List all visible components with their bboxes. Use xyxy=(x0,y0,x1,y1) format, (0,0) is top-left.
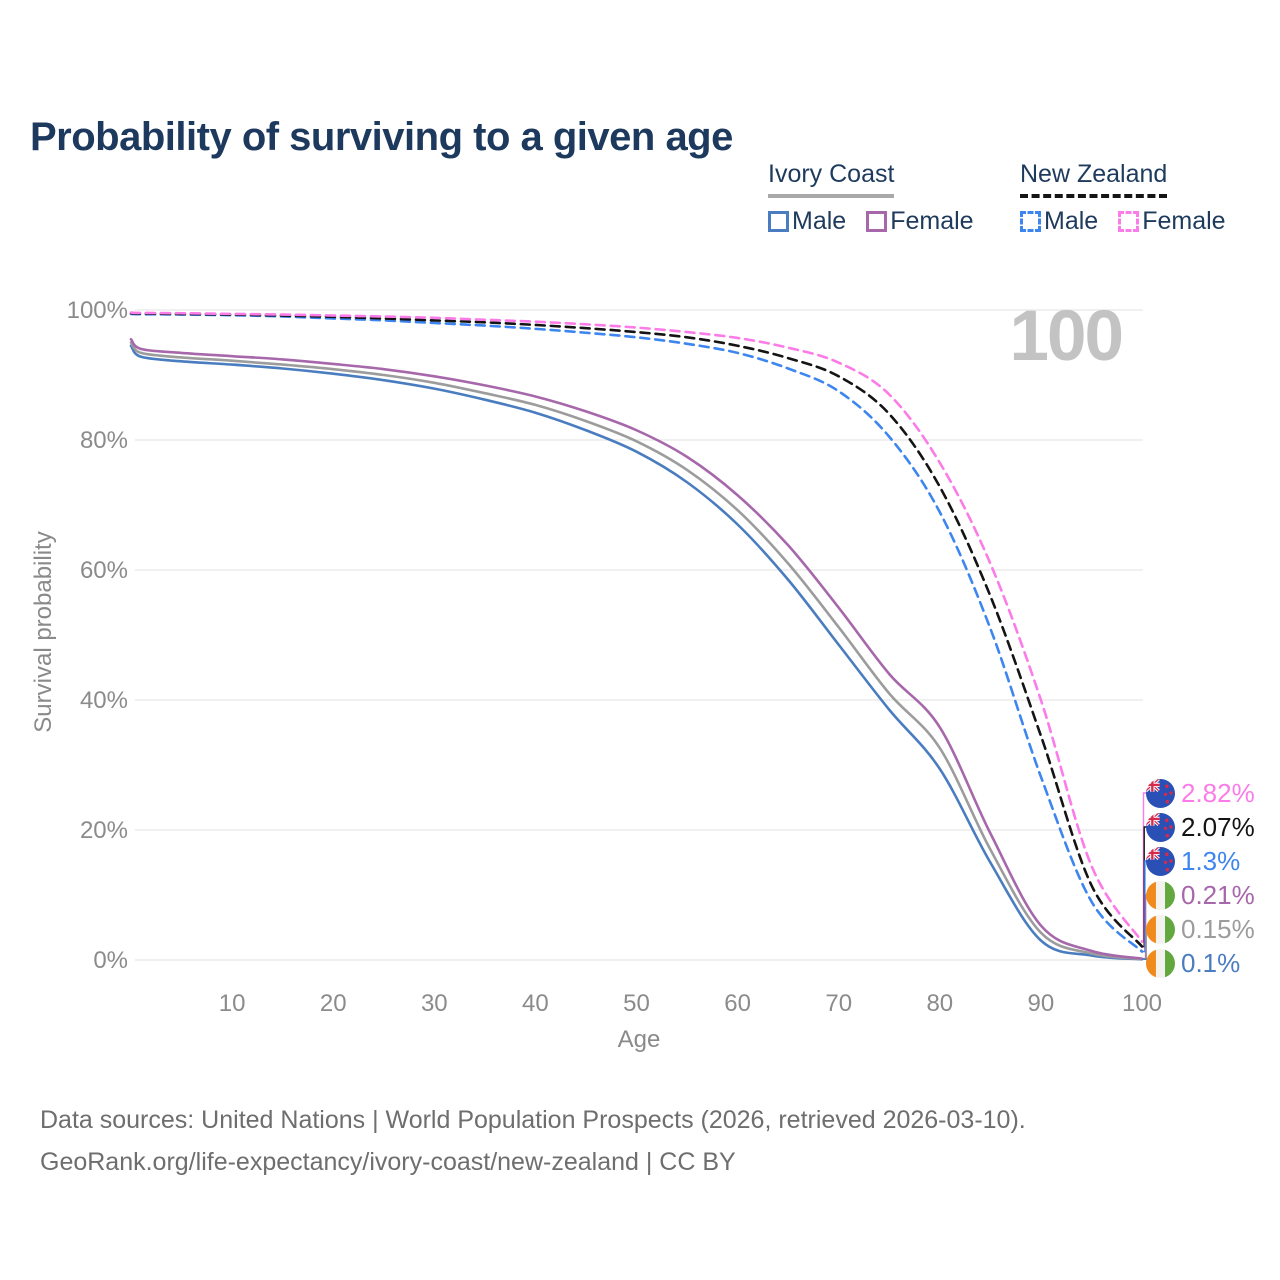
legend-items-new-zealand: Male Female xyxy=(1020,207,1246,236)
footer-attribution: GeoRank.org/life-expectancy/ivory-coast/… xyxy=(40,1148,736,1176)
legend-item-new-zealand-male: Male xyxy=(1020,207,1098,236)
curve-ivory-coast-both-sexes xyxy=(129,341,1144,961)
ivory-coast-flag-icon xyxy=(1146,914,1175,944)
x-tick-label: 40 xyxy=(522,990,549,1017)
footer-data-sources: Data sources: United Nations | World Pop… xyxy=(40,1106,1026,1134)
x-tick-label: 30 xyxy=(421,990,448,1017)
dashed-pink-swatch-icon xyxy=(1118,211,1140,232)
legend-label: Female xyxy=(890,207,974,235)
legend-item-ivory-coast-female: Female xyxy=(866,207,974,236)
x-tick-label: 100 xyxy=(1122,990,1162,1017)
end-label-value: 2.07% xyxy=(1181,811,1255,842)
x-tick-label: 90 xyxy=(1028,990,1055,1017)
end-label-row: 2.82% xyxy=(1146,776,1255,810)
x-tick-label: 80 xyxy=(926,990,953,1017)
legend-item-new-zealand-female: Female xyxy=(1118,207,1226,236)
end-label-row: 0.15% xyxy=(1146,912,1255,946)
legend-title-ivory-coast: Ivory Coast xyxy=(768,160,895,198)
y-tick-label: 0% xyxy=(93,947,128,974)
new-zealand-flag-icon xyxy=(1146,778,1175,808)
legend-item-ivory-coast-male: Male xyxy=(768,207,846,236)
page-title: Probability of surviving to a given age xyxy=(30,114,733,159)
legend-items-ivory-coast: Male Female xyxy=(768,207,994,236)
age-counter-watermark: 100 xyxy=(1009,297,1124,376)
end-label-value: 0.1% xyxy=(1181,947,1241,978)
curve-new-zealand-female xyxy=(129,311,1144,943)
x-tick-label: 60 xyxy=(724,990,751,1017)
ivory-coast-flag-icon xyxy=(1146,948,1175,978)
end-label-value: 2.82% xyxy=(1181,777,1255,808)
legend-label: Female xyxy=(1142,207,1226,235)
x-tick-label: 70 xyxy=(825,990,852,1017)
end-label-value: 1.3% xyxy=(1181,845,1241,876)
curve-ivory-coast-male xyxy=(129,344,1144,961)
new-zealand-flag-icon xyxy=(1146,846,1175,876)
y-tick-label: 80% xyxy=(80,427,128,454)
end-label-row: 0.21% xyxy=(1146,878,1255,912)
x-tick-label: 20 xyxy=(320,990,347,1017)
dashed-blue-swatch-icon xyxy=(1020,211,1041,232)
end-label-row: 2.07% xyxy=(1146,810,1255,844)
y-tick-label: 20% xyxy=(80,817,128,844)
end-label-row: 1.3% xyxy=(1146,844,1240,878)
legend-group-new-zealand: New Zealand Male Female xyxy=(1020,160,1246,236)
solid-blue-swatch-icon xyxy=(768,211,789,232)
curve-new-zealand-male xyxy=(129,312,1144,953)
x-tick-label: 10 xyxy=(219,990,246,1017)
legend-group-ivory-coast: Ivory Coast Male Female xyxy=(768,160,994,236)
x-tick-label: 50 xyxy=(623,990,650,1017)
x-axis-title: Age xyxy=(617,1026,661,1053)
ivory-coast-flag-icon xyxy=(1146,880,1175,910)
legend-label: Male xyxy=(792,207,847,235)
end-label-value: 0.21% xyxy=(1181,879,1255,910)
solid-purple-swatch-icon xyxy=(866,211,888,232)
legend-label: Male xyxy=(1044,207,1099,235)
curve-ivory-coast-female xyxy=(129,337,1144,960)
leader-line xyxy=(1142,826,1147,948)
legend-title-new-zealand: New Zealand xyxy=(1020,160,1168,198)
y-tick-label: 100% xyxy=(67,297,128,324)
y-tick-label: 40% xyxy=(80,687,128,714)
new-zealand-flag-icon xyxy=(1146,812,1175,842)
y-tick-label: 60% xyxy=(80,557,128,584)
y-axis-title: Survival probability xyxy=(30,531,57,733)
end-label-value: 0.15% xyxy=(1181,913,1255,944)
end-label-row: 0.1% xyxy=(1146,946,1240,980)
